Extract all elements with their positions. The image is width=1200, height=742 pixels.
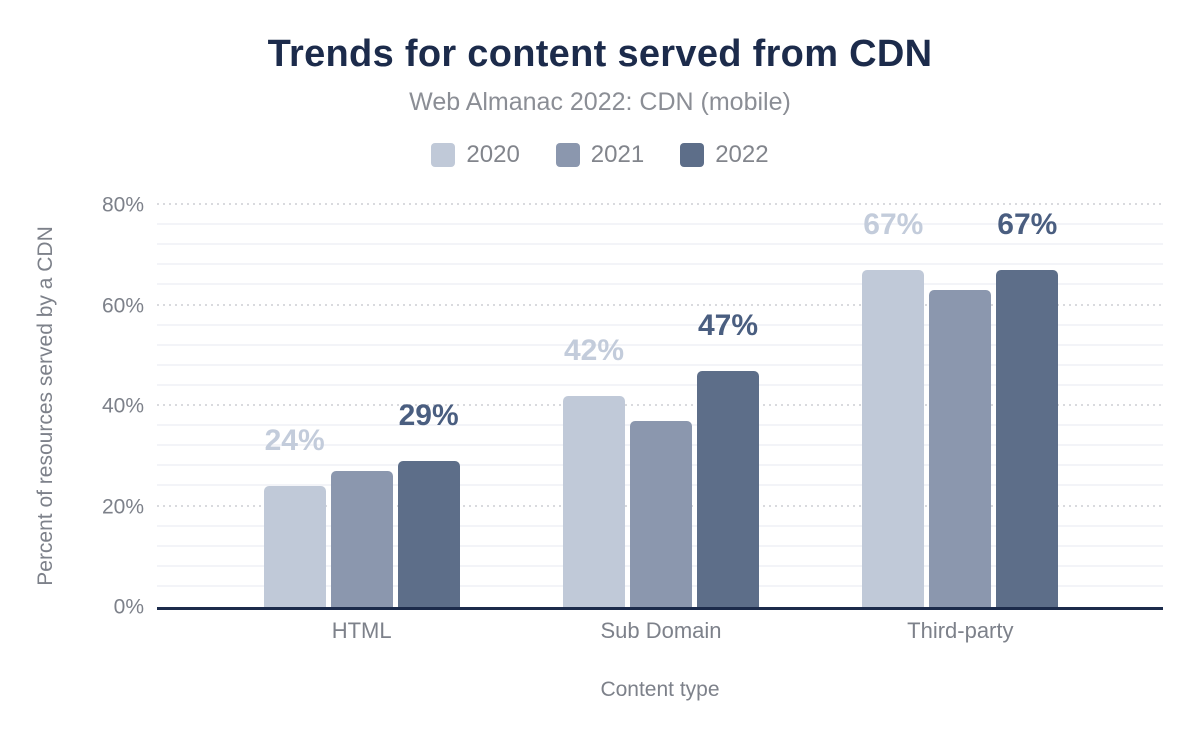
x-tick-sub-domain: Sub Domain <box>600 618 722 643</box>
y-tick-20: 20% <box>101 495 144 518</box>
bar-group-html: 24% 29% <box>212 205 511 607</box>
bars-layer: 24% 29% 42% 47% 67% 67% <box>212 205 1110 607</box>
major-gridline-80 <box>157 203 1163 205</box>
bar-2021-sub-domain[interactable] <box>629 421 692 607</box>
bar-column: 42% <box>562 205 625 607</box>
y-tick-0: 0% <box>113 595 144 619</box>
plot-area: 24% 29% 42% 47% 67% 67% <box>157 203 1163 610</box>
minor-gridline-68 <box>157 263 1163 266</box>
bar-value-label: 42% <box>563 333 624 367</box>
y-tick-60: 60% <box>101 294 144 317</box>
bar-column: 29% <box>397 205 460 607</box>
bar-2022-third-party[interactable] <box>996 270 1059 607</box>
y-tick-80: 80% <box>101 193 144 217</box>
legend-item-2021[interactable]: 2021 <box>555 141 645 169</box>
bar-2022-html[interactable] <box>397 461 460 607</box>
bar-group-third-party: 67% 67% <box>811 205 1110 607</box>
y-axis-ticks: 0% 20% 40% 60% 80% <box>0 195 150 618</box>
bar-column: 47% <box>696 205 759 607</box>
chart-subtitle: Web Almanac 2022: CDN (mobile) <box>409 88 791 116</box>
legend-item-2020[interactable]: 2020 <box>431 141 520 169</box>
x-tick-html: HTML <box>331 618 392 643</box>
minor-gridline-76 <box>157 223 1163 226</box>
bar-value-label: 29% <box>398 399 459 433</box>
bar-2020-third-party[interactable] <box>862 270 925 607</box>
chart-title: Trends for content served from CDN <box>267 33 933 75</box>
legend-item-2022[interactable]: 2022 <box>680 141 769 169</box>
bar-value-label: 67% <box>863 208 924 242</box>
x-axis-labels: HTML Sub Domain Third-party <box>212 618 1110 644</box>
legend-swatch-2020 <box>431 143 456 167</box>
major-gridline-40 <box>157 404 1163 406</box>
bar-2021-html[interactable] <box>330 471 393 607</box>
y-tick-40: 40% <box>101 394 144 418</box>
x-axis-title: Content type <box>600 678 720 701</box>
bar-column: 67% <box>996 205 1059 607</box>
bar-2020-html[interactable] <box>263 486 326 607</box>
minor-gridline-72 <box>157 243 1163 246</box>
major-gridline-60 <box>157 303 1163 306</box>
legend-label: 2020 <box>466 141 520 168</box>
bar-value-label: 47% <box>697 308 758 342</box>
bar-value-label: 67% <box>997 208 1058 242</box>
legend-swatch-2021 <box>555 143 580 167</box>
bar-column <box>330 205 393 607</box>
bar-column: 67% <box>862 205 925 607</box>
x-tick-third-party: Third-party <box>907 618 1014 643</box>
legend: 2020 2021 2022 <box>0 141 1200 169</box>
bar-column: 24% <box>263 205 326 607</box>
bar-2022-sub-domain[interactable] <box>696 370 759 607</box>
bar-column <box>629 205 692 607</box>
minor-gridline-44 <box>157 383 1163 386</box>
minor-gridline-48 <box>157 363 1163 366</box>
bar-column <box>929 205 992 607</box>
legend-label: 2022 <box>715 141 769 168</box>
bar-group-sub-domain: 42% 47% <box>511 205 810 607</box>
minor-gridline-56 <box>157 323 1163 326</box>
legend-swatch-2022 <box>680 143 705 167</box>
minor-gridline-52 <box>157 343 1163 346</box>
bar-value-label: 24% <box>264 424 325 458</box>
legend-label: 2021 <box>590 141 645 168</box>
bar-2020-sub-domain[interactable] <box>562 395 625 607</box>
minor-gridline-64 <box>157 283 1163 286</box>
bar-2021-third-party[interactable] <box>929 290 992 607</box>
